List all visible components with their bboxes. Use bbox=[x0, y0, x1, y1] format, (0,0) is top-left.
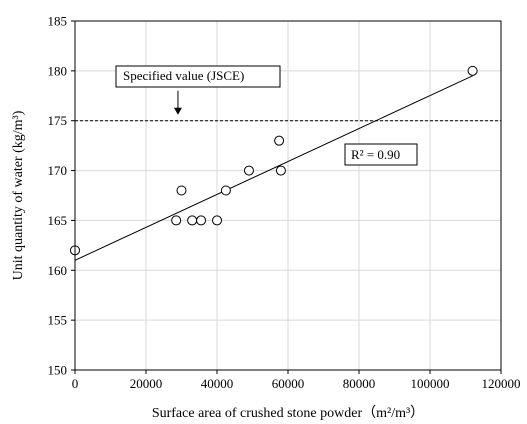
data-points bbox=[70, 65, 478, 256]
y-tick-label: 160 bbox=[48, 263, 68, 278]
y-tick-label: 155 bbox=[48, 313, 68, 328]
data-point bbox=[176, 185, 187, 196]
y-tick-label: 150 bbox=[48, 363, 68, 378]
y-axis-label: Unit quantity of water (kg/m³) bbox=[11, 110, 26, 280]
reference-label: Specified value (JSCE) bbox=[123, 68, 244, 83]
x-axis-label: Surface area of crushed stone powder（m²/… bbox=[152, 405, 424, 421]
x-axis-ticks: 0 20000 40000 60000 80000 100000 120000 bbox=[72, 370, 521, 391]
r2-label: R² = 0.90 bbox=[351, 147, 400, 162]
data-point bbox=[187, 215, 198, 226]
data-point bbox=[196, 215, 207, 226]
trendline bbox=[74, 75, 473, 261]
y-tick-label: 180 bbox=[48, 63, 68, 78]
x-tick-label: 20000 bbox=[130, 376, 163, 391]
x-tick-label: 80000 bbox=[343, 376, 376, 391]
y-tick-label: 175 bbox=[48, 113, 68, 128]
data-point bbox=[243, 165, 254, 176]
data-point bbox=[275, 165, 286, 176]
reference-label-box bbox=[115, 65, 281, 88]
r2-label-box bbox=[344, 143, 418, 166]
y-tick-label: 165 bbox=[48, 213, 68, 228]
data-point bbox=[220, 185, 231, 196]
x-tick-label: 0 bbox=[72, 376, 79, 391]
data-point bbox=[212, 215, 222, 226]
y-tick-label: 185 bbox=[48, 14, 68, 29]
y-tick-label: 170 bbox=[48, 163, 68, 178]
x-tick-label: 100000 bbox=[411, 376, 450, 391]
data-point bbox=[171, 215, 182, 226]
data-point bbox=[467, 65, 478, 76]
x-tick-label: 40000 bbox=[201, 376, 234, 391]
x-tick-label: 120000 bbox=[482, 376, 521, 391]
arrow-head bbox=[173, 107, 182, 115]
reference-arrow bbox=[173, 90, 182, 115]
x-tick-label: 60000 bbox=[272, 376, 305, 391]
y-axis-ticks: 150 155 160 165 170 175 180 185 bbox=[48, 14, 75, 378]
data-point bbox=[274, 135, 285, 146]
